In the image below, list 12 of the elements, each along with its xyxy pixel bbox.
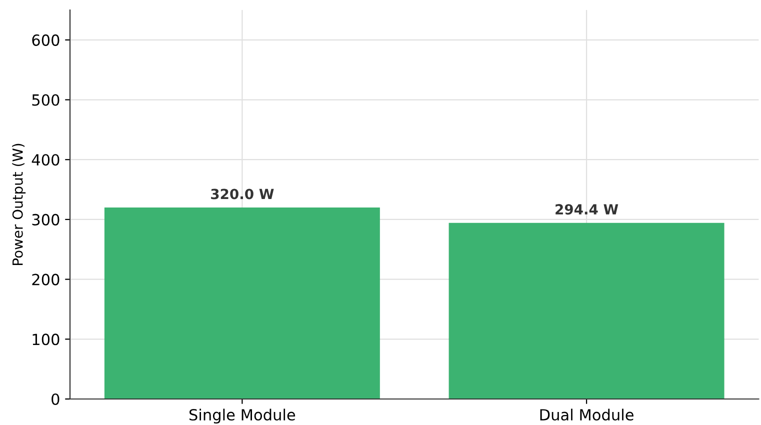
y-tick-label: 200 xyxy=(32,274,60,286)
y-tick-label: 400 xyxy=(32,154,60,166)
y-tick-label: 500 xyxy=(32,94,60,106)
y-axis-title: Power Output (W) xyxy=(12,144,26,265)
y-tick-label: 300 xyxy=(32,214,60,226)
y-tick-label: 0 xyxy=(52,393,60,406)
data-label: 320.0 W xyxy=(211,188,274,200)
y-tick-label: 100 xyxy=(32,334,60,346)
x-tick-label: Dual Module xyxy=(540,408,634,421)
y-tick-label: 600 xyxy=(32,34,60,46)
data-label: 294.4 W xyxy=(556,204,618,215)
x-tick-label: Single Module xyxy=(189,408,296,424)
